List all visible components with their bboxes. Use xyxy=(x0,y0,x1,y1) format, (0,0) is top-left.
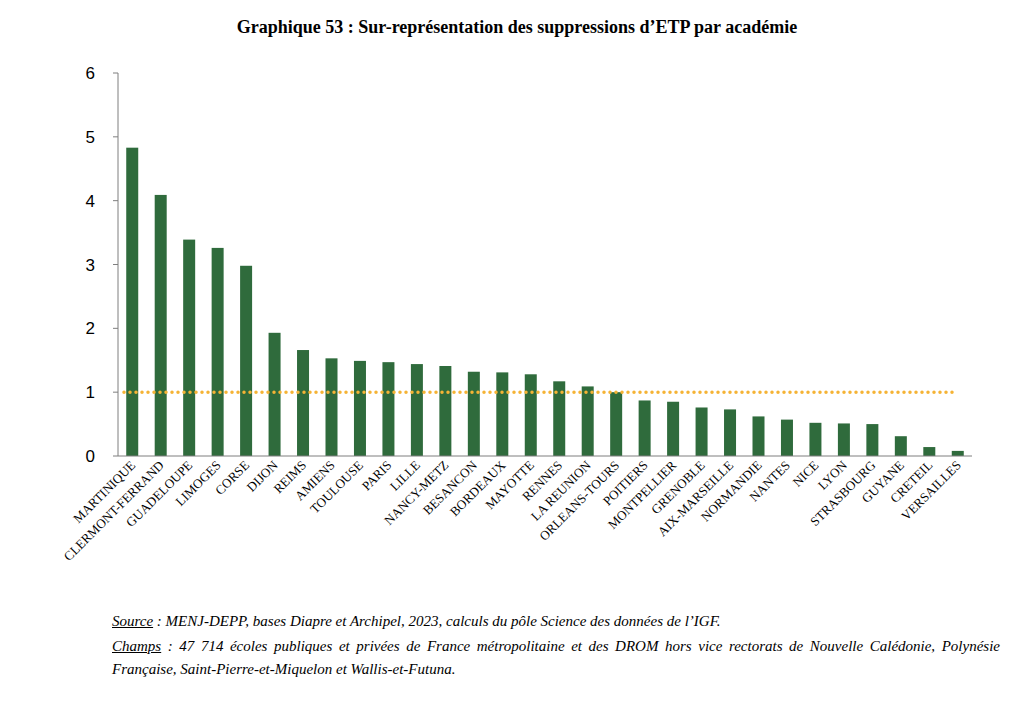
y-tick xyxy=(113,456,118,457)
bar xyxy=(382,362,394,456)
bar xyxy=(753,416,765,456)
bar xyxy=(610,392,622,456)
y-tick-label: 3 xyxy=(86,256,95,275)
title: Graphique 53 : Sur-représentation des su… xyxy=(237,17,797,37)
bar xyxy=(439,366,451,456)
y-tick-label: 6 xyxy=(86,64,95,83)
bar xyxy=(809,423,821,456)
bar xyxy=(696,407,708,456)
bar xyxy=(183,240,195,456)
source-text: : MENJ-DEPP, bases Diapre et Archipel, 2… xyxy=(153,613,721,629)
y-tick xyxy=(113,73,118,74)
y-tick-label: 4 xyxy=(86,192,95,211)
bar xyxy=(525,374,537,456)
y-tick-label: 5 xyxy=(86,128,95,147)
y-axis xyxy=(118,73,119,456)
x-tick-label: CORSE xyxy=(212,457,252,497)
source-label: Source xyxy=(112,613,153,629)
y-tick-label: 1 xyxy=(86,383,95,402)
champs: Champs : 47 714 écoles publiques et priv… xyxy=(112,635,1000,681)
bar xyxy=(468,372,480,456)
bar xyxy=(126,148,138,456)
bar xyxy=(212,248,224,456)
champs-label: Champs xyxy=(112,638,161,654)
y-tick xyxy=(113,328,118,329)
bar xyxy=(269,333,281,456)
source: Source : MENJ-DEPP, bases Diapre et Arch… xyxy=(112,610,1000,633)
y-tick xyxy=(113,264,118,265)
x-axis xyxy=(118,456,972,457)
y-tick xyxy=(113,200,118,201)
reference-line xyxy=(124,390,958,394)
bar xyxy=(496,372,508,456)
bar xyxy=(952,451,964,456)
x-tick-label: TOULOUSE xyxy=(307,457,366,516)
bar xyxy=(724,409,736,456)
bar xyxy=(838,423,850,456)
y-tick xyxy=(113,136,118,137)
y-tick xyxy=(113,392,118,393)
chart: Graphique 53 : Sur-représentation des su… xyxy=(0,0,1024,714)
champs-text: : 47 714 écoles publiques et privées de … xyxy=(112,638,1000,677)
bar xyxy=(639,400,651,456)
x-tick-label: VERSAILLES xyxy=(898,458,964,524)
bar xyxy=(582,386,594,456)
y-tick-label: 0 xyxy=(86,447,95,466)
bar xyxy=(866,424,878,456)
bar xyxy=(155,195,167,456)
bar xyxy=(240,266,252,456)
bar xyxy=(411,364,423,456)
bar xyxy=(895,436,907,456)
bar xyxy=(297,350,309,456)
bar xyxy=(354,361,366,456)
y-tick-label: 2 xyxy=(86,319,95,338)
x-tick-label: NANTES xyxy=(746,458,793,505)
bar xyxy=(326,358,338,456)
bar xyxy=(667,402,679,456)
bar xyxy=(923,447,935,456)
x-tick-label: PARIS xyxy=(359,458,395,494)
bars xyxy=(126,148,964,456)
bar xyxy=(781,420,793,456)
